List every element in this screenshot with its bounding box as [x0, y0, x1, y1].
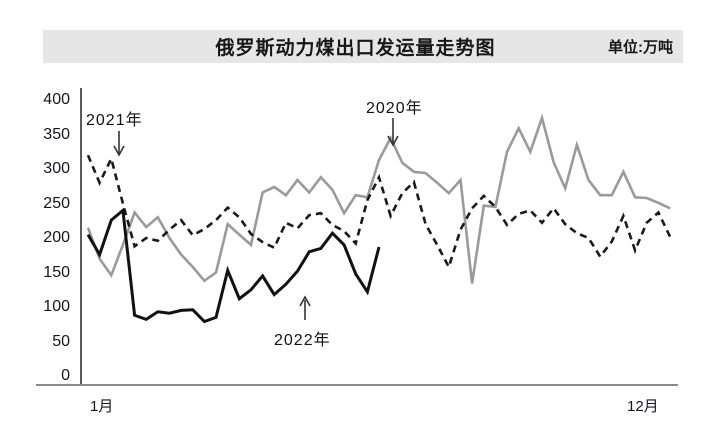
y-tick-label: 300 [43, 160, 70, 177]
series-line-2021年 [86, 154, 672, 271]
title-bar: 俄罗斯动力煤出口发运量走势图 单位:万吨 [43, 30, 683, 63]
y-tick-label: 50 [52, 332, 70, 350]
x-axis-label-end: 12月 [627, 398, 659, 415]
y-tick-label: 400 [43, 91, 70, 108]
annotation-2022: 2022年 [274, 332, 331, 349]
chart-title: 俄罗斯动力煤出口发运量走势图 [215, 38, 496, 59]
y-tick-label: 250 [43, 194, 70, 212]
arrow-up-2022 [299, 295, 311, 320]
arrow-down-2021 [113, 131, 125, 157]
annotation-2021: 2021年 [86, 112, 143, 129]
series-group [86, 113, 672, 324]
y-tick-label: 150 [43, 263, 70, 281]
series-line-2020年 [86, 113, 671, 284]
series-line-2022年 [86, 207, 381, 324]
arrow-down-2020 [387, 118, 399, 147]
y-tick-label: 200 [43, 229, 70, 246]
y-tick-label: 0 [61, 367, 70, 384]
y-tick-label: 350 [43, 125, 70, 143]
unit-label: 单位:万吨 [608, 39, 673, 56]
annotation-2020: 2020年 [366, 100, 423, 117]
y-tick-label: 100 [43, 298, 70, 315]
x-axis-label-start: 1月 [90, 398, 114, 415]
